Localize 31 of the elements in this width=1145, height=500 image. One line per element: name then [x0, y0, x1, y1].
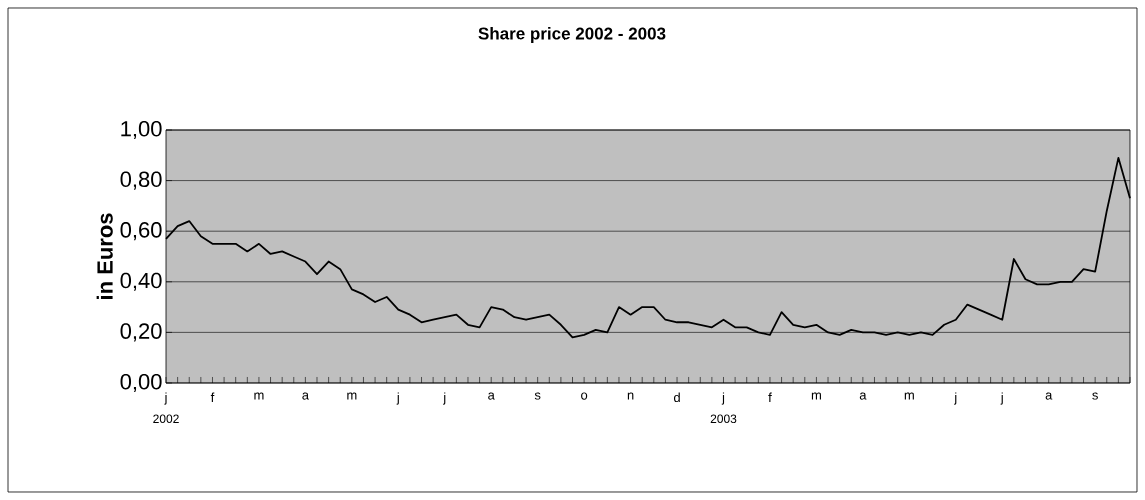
x-tick-label: s — [534, 392, 541, 400]
text: 2002 — [153, 414, 179, 424]
x-tick-label: m — [347, 392, 357, 400]
y-tick-label: 0,00 — [120, 373, 162, 393]
y-tick-label: 0,80 — [120, 171, 162, 190]
x-tick-label: j — [396, 392, 399, 405]
y-tick-label: 0,40 — [120, 272, 162, 291]
x-tick-label: f — [210, 392, 215, 402]
x-tick-label: a — [302, 392, 309, 400]
x-tick-label: s — [1092, 392, 1098, 400]
x-tick-label: a — [1045, 392, 1053, 400]
x-tick-label: j — [721, 392, 725, 405]
x-tick-label: m — [904, 392, 914, 400]
x-tick-label: a — [859, 392, 867, 400]
x-tick-label: j — [164, 392, 167, 405]
x-tick-label: a — [488, 392, 495, 400]
x-tick-label: d — [673, 392, 680, 403]
text: 2003 — [710, 414, 737, 424]
y-tick-label: 0,20 — [120, 323, 162, 342]
x-tick-label: n — [627, 392, 634, 400]
y-tick-label: 1,00 — [121, 120, 162, 140]
x-tick-label: o — [581, 392, 588, 400]
chart-title: Share price 2002 - 2003 — [478, 27, 666, 43]
x-tick-label: m — [254, 392, 264, 400]
x-tick-label: f — [768, 392, 772, 402]
x-tick-label: j — [954, 392, 957, 405]
y-tick-label: 0,60 — [120, 222, 162, 241]
x-tick-label: j — [1000, 392, 1003, 405]
x-tick-label: j — [443, 392, 446, 405]
y-axis-title: in Euros — [96, 213, 113, 299]
x-tick-label: m — [811, 392, 821, 400]
